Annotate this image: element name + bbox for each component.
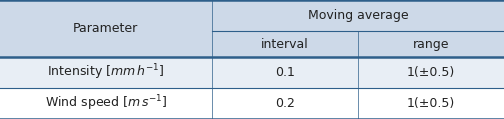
Text: Wind speed $[m\,s^{-1}]$: Wind speed $[m\,s^{-1}]$ xyxy=(44,94,167,113)
Bar xyxy=(0,0,212,57)
Text: 0.2: 0.2 xyxy=(275,97,295,110)
Text: interval: interval xyxy=(261,37,308,51)
Text: 1(±0.5): 1(±0.5) xyxy=(407,66,455,79)
Bar xyxy=(212,0,504,31)
Bar xyxy=(212,31,358,57)
Bar xyxy=(0,88,504,119)
Text: range: range xyxy=(413,37,449,51)
Bar xyxy=(0,57,504,88)
Text: Moving average: Moving average xyxy=(307,9,408,22)
Text: 1(±0.5): 1(±0.5) xyxy=(407,97,455,110)
Text: Intensity $[mm\,h^{-1}]$: Intensity $[mm\,h^{-1}]$ xyxy=(47,63,165,82)
Text: Parameter: Parameter xyxy=(73,22,139,35)
Text: 0.1: 0.1 xyxy=(275,66,295,79)
Bar xyxy=(358,31,504,57)
